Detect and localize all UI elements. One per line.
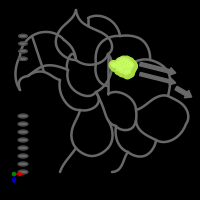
Circle shape (122, 56, 131, 65)
Circle shape (126, 61, 135, 70)
Circle shape (109, 61, 118, 69)
Circle shape (123, 66, 126, 69)
Circle shape (116, 67, 119, 71)
Circle shape (119, 69, 123, 73)
Circle shape (122, 60, 125, 64)
Circle shape (12, 172, 16, 176)
FancyArrow shape (175, 86, 192, 98)
Circle shape (128, 67, 131, 70)
Circle shape (125, 58, 134, 66)
Circle shape (120, 58, 124, 61)
Ellipse shape (18, 130, 28, 134)
Circle shape (117, 65, 120, 68)
Circle shape (116, 58, 125, 66)
Circle shape (113, 60, 122, 69)
Circle shape (112, 64, 115, 67)
Circle shape (117, 59, 121, 62)
Circle shape (123, 70, 132, 79)
Circle shape (127, 66, 135, 74)
Ellipse shape (18, 170, 28, 174)
Circle shape (117, 63, 120, 66)
Ellipse shape (19, 34, 27, 38)
Circle shape (120, 66, 124, 69)
Circle shape (111, 63, 119, 71)
Circle shape (128, 63, 137, 72)
Circle shape (124, 68, 133, 76)
Circle shape (128, 60, 136, 69)
Ellipse shape (18, 122, 28, 126)
Circle shape (123, 70, 126, 73)
Circle shape (112, 63, 121, 71)
Circle shape (119, 61, 122, 65)
Circle shape (127, 70, 130, 73)
Circle shape (116, 64, 124, 72)
Circle shape (120, 62, 128, 71)
Ellipse shape (19, 42, 27, 45)
Circle shape (124, 59, 132, 68)
Circle shape (124, 58, 127, 61)
Circle shape (119, 67, 122, 71)
Circle shape (123, 62, 131, 71)
Circle shape (129, 64, 133, 68)
Ellipse shape (19, 57, 27, 60)
Circle shape (121, 69, 130, 77)
Circle shape (121, 59, 129, 68)
Ellipse shape (18, 162, 28, 166)
Circle shape (115, 61, 118, 65)
Circle shape (113, 64, 117, 67)
FancyArrow shape (140, 62, 176, 75)
Circle shape (125, 61, 128, 64)
Circle shape (124, 63, 127, 67)
Ellipse shape (18, 146, 28, 150)
Ellipse shape (18, 154, 28, 158)
Circle shape (126, 69, 134, 77)
Circle shape (129, 62, 137, 70)
Circle shape (129, 61, 132, 65)
Circle shape (130, 63, 133, 66)
Ellipse shape (18, 114, 28, 118)
Circle shape (118, 60, 126, 69)
Circle shape (122, 65, 130, 73)
Circle shape (121, 63, 124, 67)
Circle shape (126, 65, 129, 68)
Circle shape (115, 66, 123, 75)
Circle shape (127, 63, 131, 66)
Circle shape (118, 68, 127, 77)
Circle shape (124, 71, 128, 75)
Circle shape (127, 59, 130, 62)
Circle shape (119, 56, 128, 65)
Ellipse shape (18, 138, 28, 142)
FancyArrow shape (140, 72, 176, 85)
Circle shape (126, 69, 129, 72)
Circle shape (124, 64, 133, 72)
Circle shape (115, 61, 124, 70)
Circle shape (119, 65, 128, 73)
Circle shape (118, 66, 126, 75)
Circle shape (111, 62, 114, 65)
Ellipse shape (19, 50, 27, 53)
